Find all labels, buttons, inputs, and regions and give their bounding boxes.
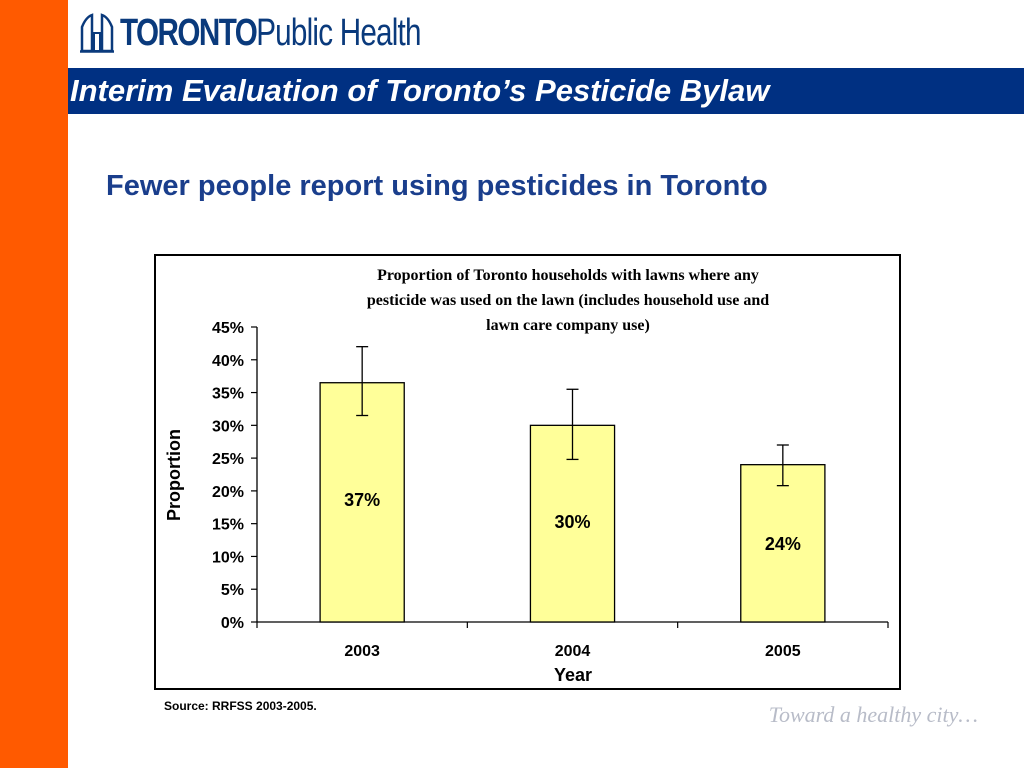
y-tick-label: 40% (212, 353, 244, 370)
city-hall-icon (80, 13, 114, 53)
logo-wordmark: TORONTOPublic Health (120, 12, 421, 55)
y-tick-label: 0% (221, 615, 244, 632)
data-label: 37% (344, 490, 380, 510)
title-band: Interim Evaluation of Toronto’s Pesticid… (68, 68, 1024, 114)
left-accent-bar (0, 0, 68, 768)
x-axis-title: Year (554, 665, 592, 685)
x-tick-label: 2003 (344, 643, 380, 660)
bar (740, 464, 826, 623)
data-label: 30% (554, 512, 590, 532)
y-tick-label: 5% (221, 582, 244, 599)
chart-frame: Proportion of Toronto households with la… (154, 254, 901, 690)
y-tick-label: 25% (212, 451, 244, 468)
chart-title-line: pesticide was used on the lawn (includes… (367, 292, 769, 309)
x-tick-label: 2005 (765, 643, 801, 660)
y-tick-label: 10% (212, 549, 244, 566)
y-tick-label: 20% (212, 484, 244, 501)
data-label: 24% (765, 534, 801, 554)
chart-title-line: Proportion of Toronto households with la… (377, 267, 759, 284)
y-tick-label: 30% (212, 418, 244, 435)
logo-light-text: Public Health (256, 11, 421, 54)
slide-title: Interim Evaluation of Toronto’s Pesticid… (70, 73, 770, 108)
y-tick-label: 15% (212, 517, 244, 534)
bar (319, 382, 405, 623)
bar-chart: Proportion of Toronto households with la… (164, 267, 889, 685)
slide-subtitle: Fewer people report using pesticides in … (106, 170, 768, 202)
source-note: Source: RRFSS 2003-2005. (164, 699, 317, 713)
x-tick-label: 2004 (555, 643, 591, 660)
y-axis-title: Proportion (164, 429, 184, 521)
y-tick-label: 45% (212, 320, 244, 337)
tagline: Toward a healthy city… (768, 702, 978, 727)
y-tick-label: 35% (212, 386, 244, 403)
toronto-public-health-logo: TORONTOPublic Health (80, 10, 506, 56)
chart-title-line: lawn care company use) (486, 317, 650, 334)
logo-bold-text: TORONTO (120, 11, 258, 54)
